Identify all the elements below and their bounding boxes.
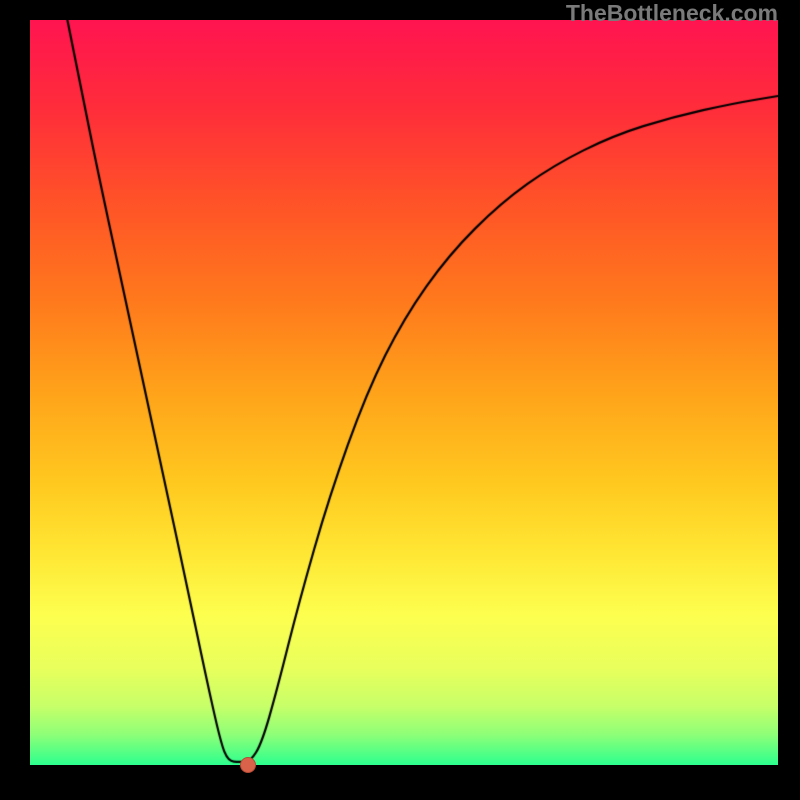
chart-container: TheBottleneck.com <box>0 0 800 800</box>
bottleneck-curve <box>0 0 800 800</box>
optimal-point-marker <box>240 757 256 773</box>
watermark-text: TheBottleneck.com <box>566 0 778 27</box>
